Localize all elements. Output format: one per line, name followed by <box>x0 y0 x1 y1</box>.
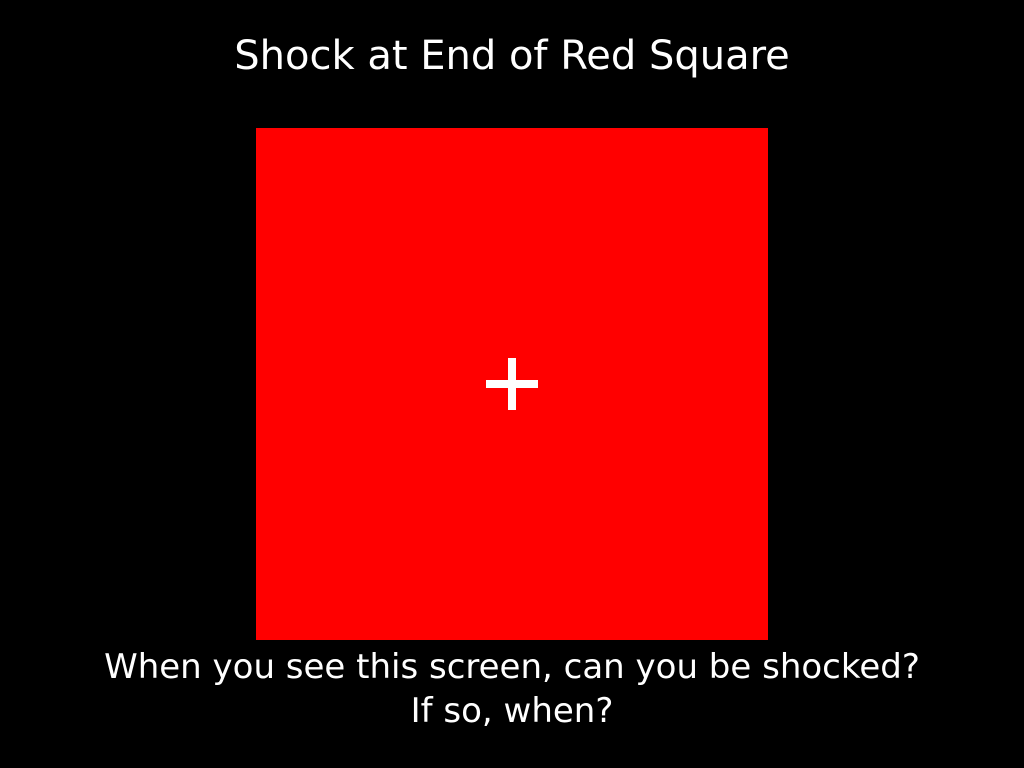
question-line-2: If so, when? <box>410 691 614 731</box>
question-line-1: When you see this screen, can you be sho… <box>104 647 920 687</box>
fixation-cross <box>256 128 768 640</box>
slide-title: Shock at End of Red Square <box>234 33 790 79</box>
plus-icon <box>486 358 538 410</box>
red-square <box>256 128 768 640</box>
question-text: When you see this screen, can you be sho… <box>0 645 1024 733</box>
